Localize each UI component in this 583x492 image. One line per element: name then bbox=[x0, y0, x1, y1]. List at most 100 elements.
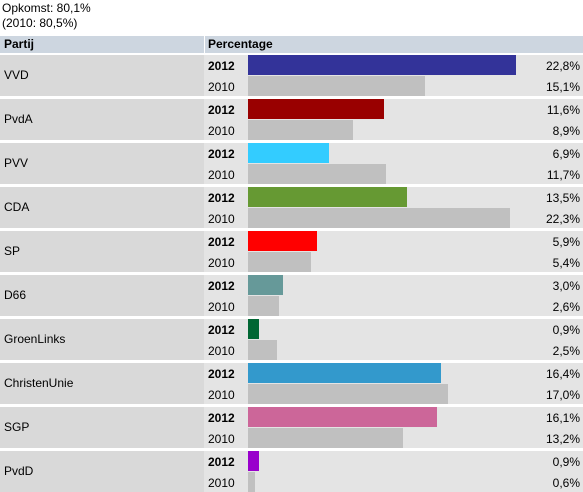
value-label-christenunie-2012: 16,4% bbox=[545, 367, 580, 381]
current-year-label: 2012 bbox=[208, 147, 235, 161]
party-name-cell: CDA bbox=[0, 187, 204, 228]
bar-pvv-2012 bbox=[248, 143, 329, 163]
current-year-label: 2012 bbox=[208, 235, 235, 249]
bar-groenlinks-2012 bbox=[248, 319, 259, 339]
previous-year-row: 2010 2,5% bbox=[205, 340, 583, 360]
bar-d66-2010 bbox=[248, 296, 279, 316]
bar-sp-2012 bbox=[248, 231, 317, 251]
previous-year-row: 2010 13,2% bbox=[205, 428, 583, 448]
bar-sgp-2012 bbox=[248, 407, 437, 427]
previous-year-label: 2010 bbox=[208, 476, 235, 490]
value-label-sgp-2010: 13,2% bbox=[545, 432, 580, 446]
percentage-column-header: Percentage bbox=[208, 37, 273, 51]
party-name-cell: GroenLinks bbox=[0, 319, 204, 360]
turnout-current: Opkomst: 80,1% bbox=[2, 1, 91, 15]
value-label-pvda-2010: 8,9% bbox=[552, 124, 580, 138]
bar-vvd-2010 bbox=[248, 76, 425, 96]
party-name: D66 bbox=[4, 288, 27, 302]
party-row-sp: SP 2012 5,9% 2010 5,4% bbox=[0, 231, 583, 272]
bar-pvda-2010 bbox=[248, 120, 353, 140]
header-divider bbox=[204, 36, 205, 53]
party-name: SP bbox=[4, 244, 21, 258]
value-label-pvdd-2012: 0,9% bbox=[552, 455, 580, 469]
bar-cda-2012 bbox=[248, 187, 407, 207]
value-label-groenlinks-2010: 2,5% bbox=[552, 344, 580, 358]
party-name: ChristenUnie bbox=[4, 376, 74, 390]
current-year-label: 2012 bbox=[208, 59, 235, 73]
current-year-row: 2012 11,6% bbox=[205, 99, 583, 119]
previous-year-row: 2010 22,3% bbox=[205, 208, 583, 228]
bar-vvd-2012 bbox=[248, 55, 516, 75]
previous-year-label: 2010 bbox=[208, 344, 235, 358]
party-row-sgp: SGP 2012 16,1% 2010 13,2% bbox=[0, 407, 583, 448]
previous-year-row: 2010 2,6% bbox=[205, 296, 583, 316]
value-label-pvv-2010: 11,7% bbox=[546, 168, 580, 182]
party-row-vvd: VVD 2012 22,8% 2010 15,1% bbox=[0, 55, 583, 96]
party-row-d66: D66 2012 3,0% 2010 2,6% bbox=[0, 275, 583, 316]
party-name: PvdA bbox=[4, 112, 33, 126]
current-year-label: 2012 bbox=[208, 191, 235, 205]
previous-year-label: 2010 bbox=[208, 80, 235, 94]
party-name-cell: SP bbox=[0, 231, 204, 272]
value-label-cda-2012: 13,5% bbox=[545, 191, 580, 205]
previous-year-row: 2010 15,1% bbox=[205, 76, 583, 96]
value-label-groenlinks-2012: 0,9% bbox=[552, 323, 580, 337]
bar-pvda-2012 bbox=[248, 99, 384, 119]
previous-year-label: 2010 bbox=[208, 300, 235, 314]
previous-year-row: 2010 11,7% bbox=[205, 164, 583, 184]
party-row-cda: CDA 2012 13,5% 2010 22,3% bbox=[0, 187, 583, 228]
value-label-sgp-2012: 16,1% bbox=[545, 411, 580, 425]
party-name-cell: ChristenUnie bbox=[0, 363, 204, 404]
current-year-row: 2012 13,5% bbox=[205, 187, 583, 207]
value-label-pvda-2012: 11,6% bbox=[546, 103, 580, 117]
previous-year-label: 2010 bbox=[208, 212, 235, 226]
bar-cda-2010 bbox=[248, 208, 510, 228]
party-name-cell: PVV bbox=[0, 143, 204, 184]
bar-christenunie-2012 bbox=[248, 363, 441, 383]
previous-year-label: 2010 bbox=[208, 432, 235, 446]
previous-year-label: 2010 bbox=[208, 124, 235, 138]
previous-year-row: 2010 8,9% bbox=[205, 120, 583, 140]
party-name: CDA bbox=[4, 200, 30, 214]
bar-d66-2012 bbox=[248, 275, 283, 295]
party-row-groenlinks: GroenLinks 2012 0,9% 2010 2,5% bbox=[0, 319, 583, 360]
party-name: VVD bbox=[4, 68, 29, 82]
party-name-cell: PvdD bbox=[0, 451, 204, 492]
previous-year-row: 2010 17,0% bbox=[205, 384, 583, 404]
value-label-vvd-2012: 22,8% bbox=[545, 59, 580, 73]
party-row-christenunie: ChristenUnie 2012 16,4% 2010 17,0% bbox=[0, 363, 583, 404]
party-row-pvdd: PvdD 2012 0,9% 2010 0,6% bbox=[0, 451, 583, 492]
value-label-d66-2012: 3,0% bbox=[552, 279, 580, 293]
value-label-christenunie-2010: 17,0% bbox=[545, 388, 580, 402]
bar-sgp-2010 bbox=[248, 428, 403, 448]
current-year-row: 2012 5,9% bbox=[205, 231, 583, 251]
previous-year-label: 2010 bbox=[208, 388, 235, 402]
bar-christenunie-2010 bbox=[248, 384, 448, 404]
party-name: GroenLinks bbox=[4, 332, 66, 346]
bar-pvdd-2012 bbox=[248, 451, 259, 471]
value-label-cda-2010: 22,3% bbox=[545, 212, 580, 226]
bar-groenlinks-2010 bbox=[248, 340, 277, 360]
value-label-pvv-2012: 6,9% bbox=[552, 147, 580, 161]
party-name: SGP bbox=[4, 420, 30, 434]
bar-sp-2010 bbox=[248, 252, 311, 272]
current-year-label: 2012 bbox=[208, 279, 235, 293]
current-year-label: 2012 bbox=[208, 411, 235, 425]
bar-pvv-2010 bbox=[248, 164, 386, 184]
previous-year-row: 2010 0,6% bbox=[205, 472, 583, 492]
value-label-pvdd-2010: 0,6% bbox=[552, 476, 580, 490]
turnout-previous: (2010: 80,5%) bbox=[2, 16, 78, 30]
current-year-label: 2012 bbox=[208, 323, 235, 337]
party-name: PvdD bbox=[4, 464, 34, 478]
previous-year-label: 2010 bbox=[208, 168, 235, 182]
value-label-sp-2012: 5,9% bbox=[552, 235, 580, 249]
party-column-header: Partij bbox=[4, 37, 35, 51]
party-row-pvv: PVV 2012 6,9% 2010 11,7% bbox=[0, 143, 583, 184]
current-year-row: 2012 22,8% bbox=[205, 55, 583, 75]
party-name-cell: SGP bbox=[0, 407, 204, 448]
party-row-pvda: PvdA 2012 11,6% 2010 8,9% bbox=[0, 99, 583, 140]
value-label-d66-2010: 2,6% bbox=[552, 300, 580, 314]
current-year-label: 2012 bbox=[208, 455, 235, 469]
current-year-label: 2012 bbox=[208, 103, 235, 117]
current-year-row: 2012 16,1% bbox=[205, 407, 583, 427]
